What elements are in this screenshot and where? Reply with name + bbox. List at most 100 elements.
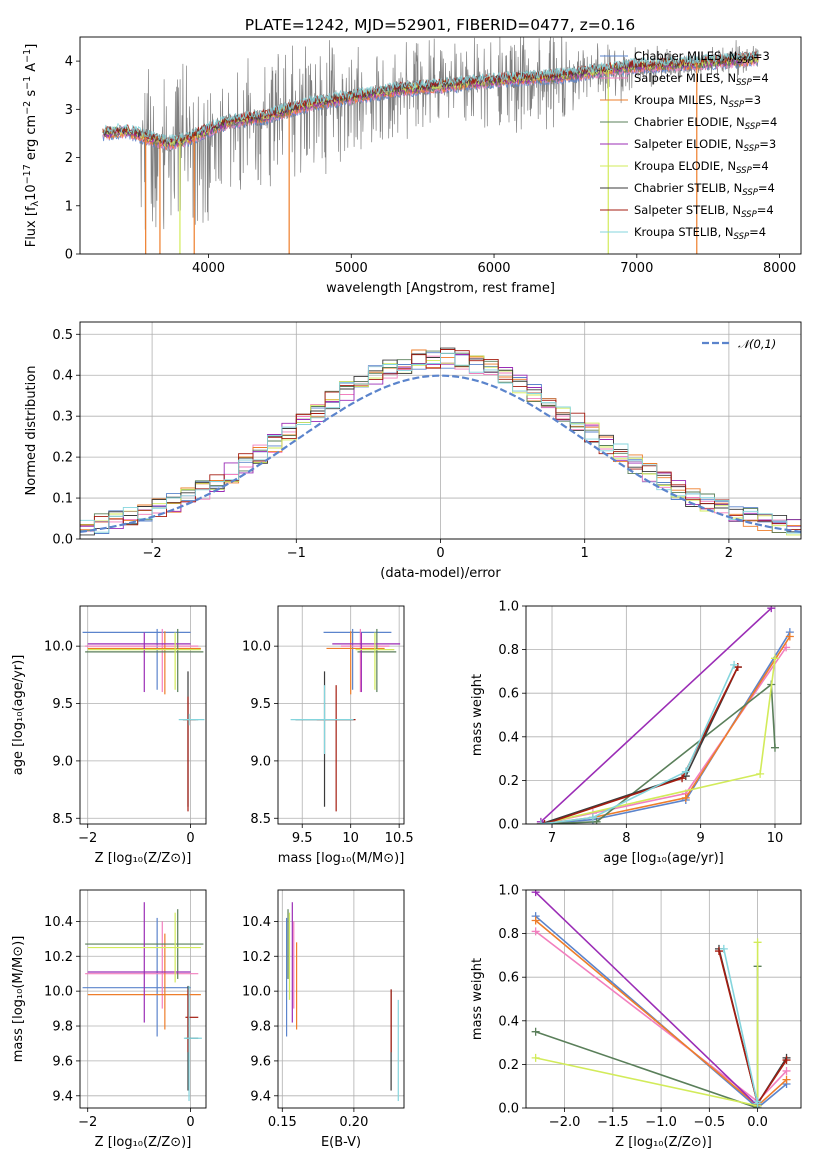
age_vs_mass-xtick-label: 10 [342, 831, 359, 846]
weight_vs_Z-marker [531, 1027, 540, 1036]
mass_vs_Z-ytick-label: 10.2 [44, 950, 73, 965]
weight_vs_age-line [540, 666, 739, 824]
age_vs_Z-ylabel: age [log₁₀(age/yr)] [11, 655, 26, 776]
age_vs_mass-ytick-label: 10.0 [242, 640, 271, 655]
weight_vs_age-marker [770, 743, 779, 752]
weight_vs_Z-ytick-label: 1.0 [498, 884, 519, 899]
weight_vs_Z-line [535, 942, 759, 1107]
weight_vs_Z-ytick-label: 0.6 [498, 971, 519, 986]
mass_vs_ebv-plot [285, 902, 399, 1102]
age_vs_Z-ytick-label: 10.0 [44, 640, 73, 655]
weight_vs_Z-xtick-label: −0.5 [694, 1115, 726, 1130]
spectrum-legend: Chabrier MILES, NSSP=3 Salpeter MILES, NS… [600, 49, 777, 242]
mass_vs_Z-axes: −2 0 9.4 9.6 9.8 10.0 10.2 10.4 Z [log₁₀(Z/Z⊙)] m… [11, 890, 206, 1150]
weight_vs_Z-ylabel: mass weight [470, 958, 485, 1040]
weight_vs_Z-line [535, 966, 759, 1108]
spectrum-xtick-label: 7000 [620, 261, 653, 276]
weight_vs_Z-xtick-label: −2.0 [549, 1115, 581, 1130]
weight_vs_Z-marker [531, 927, 540, 936]
weight_vs_age-line [540, 646, 787, 824]
mass_vs_ebv-frame [277, 889, 405, 1109]
weight_vs_age-axes: 7 8 9 10 0.0 0.2 0.4 0.6 0.8 1.0 age [log₁₀(age/yr… [470, 600, 801, 866]
mass_vs_Z-ylabel: mass [log₁₀(M/M⊙)] [11, 936, 26, 1063]
mass_vs_ebv-xlabel: E(B-V) [321, 1135, 361, 1150]
mass_vs_ebv-xtick-label: 0.15 [268, 1115, 297, 1130]
spectrum-frame [79, 36, 802, 255]
residual_hist-xtick-label: −2 [143, 546, 162, 561]
weight_vs_age-ytick-label: 0.6 [498, 687, 519, 702]
weight_vs_Z-marker [782, 1066, 791, 1075]
weight_vs_age-marker [536, 820, 545, 824]
weight_vs_Z-ytick-label: 0.2 [498, 1058, 519, 1073]
residual_hist-ytick-label: 0.2 [52, 451, 73, 466]
mass_vs_ebv-ytick-label: 10.0 [242, 985, 271, 1000]
mass_vs_Z-ytick-label: 9.8 [52, 1020, 73, 1035]
age_vs_mass-frame [277, 605, 405, 825]
legend-label: Chabrier MILES, NSSP=3 [634, 49, 770, 66]
weight_vs_age-xtick-label: 10 [767, 831, 784, 846]
spectrum-xtick-label: 5000 [335, 261, 368, 276]
age_vs_mass-xtick-label: 9.5 [292, 831, 313, 846]
weight_vs_Z-line [535, 891, 759, 1107]
weight_vs_age-marker [785, 632, 794, 641]
mass_vs_Z-xlabel: Z [log₁₀(Z/Z⊙)] [95, 1135, 192, 1150]
age_vs_Z-plot [82, 628, 205, 812]
weight_vs_age-ytick-label: 0.8 [498, 643, 519, 658]
legend-label: Salpeter ELODIE, NSSP=3 [634, 137, 776, 154]
weight_vs_Z-ytick-label: 0.0 [498, 1102, 519, 1117]
weight_vs_Z-marker [714, 947, 723, 956]
residual_hist-axes: −2 −1 0 1 2 0.0 0.1 0.2 0.3 0.4 0.5 (data-model)/er… [24, 322, 801, 581]
residual_hist-ytick-label: 0.3 [52, 410, 73, 425]
weight_vs_Z-marker [531, 916, 540, 925]
mass_vs_ebv-ytick-label: 9.4 [250, 1089, 271, 1104]
weight_vs_age-marker [730, 660, 739, 669]
weight_vs_age-plot [536, 606, 794, 824]
mass_vs_Z-ytick-label: 10.4 [44, 915, 73, 930]
mass_vs_ebv-ytick-label: 10.2 [242, 950, 271, 965]
weight_vs_age-line [540, 607, 772, 823]
weight_vs_age-ytick-label: 0.4 [498, 730, 519, 745]
weight_vs_age-marker [681, 767, 690, 776]
age_vs_mass-ytick-label: 9.0 [250, 754, 271, 769]
spectrum-ytick-label: 0 [65, 248, 73, 263]
mass_vs_ebv-ytick-label: 9.6 [250, 1054, 271, 1069]
age_vs_Z-ytick-label: 9.5 [52, 697, 73, 712]
weight_vs_age-marker [756, 769, 765, 778]
age_vs_Z-ytick-label: 8.5 [52, 812, 73, 827]
age_vs_mass-ytick-label: 9.5 [250, 697, 271, 712]
residual_hist-xtick-label: −1 [287, 546, 306, 561]
legend-label: Kroupa MILES, NSSP=3 [634, 93, 761, 110]
weight_vs_age-xtick-label: 8 [622, 831, 630, 846]
weight_vs_Z-frame [525, 889, 802, 1109]
weight_vs_Z-marker [782, 1075, 791, 1084]
mass_vs_ebv-xtick-label: 0.20 [339, 1115, 368, 1130]
spectrum-xlabel: wavelength [Angstrom, rest frame] [326, 281, 555, 296]
weight_vs_age-marker [681, 793, 690, 802]
weight_vs_age-marker [592, 817, 601, 824]
mass_vs_Z-plot [82, 902, 204, 1102]
spectrum-ytick-label: 4 [65, 55, 73, 70]
weight_vs_age-line [540, 682, 776, 824]
legend-label: Salpeter MILES, NSSP=4 [634, 71, 769, 88]
age_vs_mass-xlabel: mass [log₁₀(M/M⊙)] [278, 851, 405, 866]
weight_vs_Z-xtick-label: 0.0 [747, 1115, 768, 1130]
spectrum-axes: 4000 5000 6000 7000 8000 0 1 2 3 4 wavelength [Ang… [22, 44, 796, 296]
spectrum-model-salpeter-stelib [102, 51, 759, 144]
mass_vs_Z-frame [79, 889, 207, 1109]
weight_vs_Z-xtick-label: −1.5 [597, 1115, 629, 1130]
age_vs_Z-frame [79, 605, 207, 825]
mass_vs_ebv-axes: 0.15 0.20 9.4 9.6 9.8 10.0 10.2 10.4 E(B-V) [242, 890, 404, 1150]
spectrum-xtick-label: 4000 [192, 261, 225, 276]
residual_hist-ytick-label: 0.5 [52, 328, 73, 343]
mass_vs_ebv-ytick-label: 10.4 [242, 915, 271, 930]
weight_vs_Z-marker [531, 1053, 540, 1062]
spectrum-model-kroupa-stelib [102, 51, 759, 144]
normal-legend-label: 𝒩(0,1) [738, 337, 776, 351]
figure-title: PLATE=1242, MJD=52901, FIBERID=0477, z=0… [245, 16, 635, 34]
age_vs_mass-ytick-label: 8.5 [250, 812, 271, 827]
mass_vs_Z-ytick-label: 9.6 [52, 1054, 73, 1069]
weight_vs_age-xtick-label: 9 [697, 831, 705, 846]
hist-legend: 𝒩(0,1) [702, 337, 776, 351]
legend-label: Salpeter STELIB, NSSP=4 [634, 203, 774, 220]
normal-curve [80, 374, 801, 533]
